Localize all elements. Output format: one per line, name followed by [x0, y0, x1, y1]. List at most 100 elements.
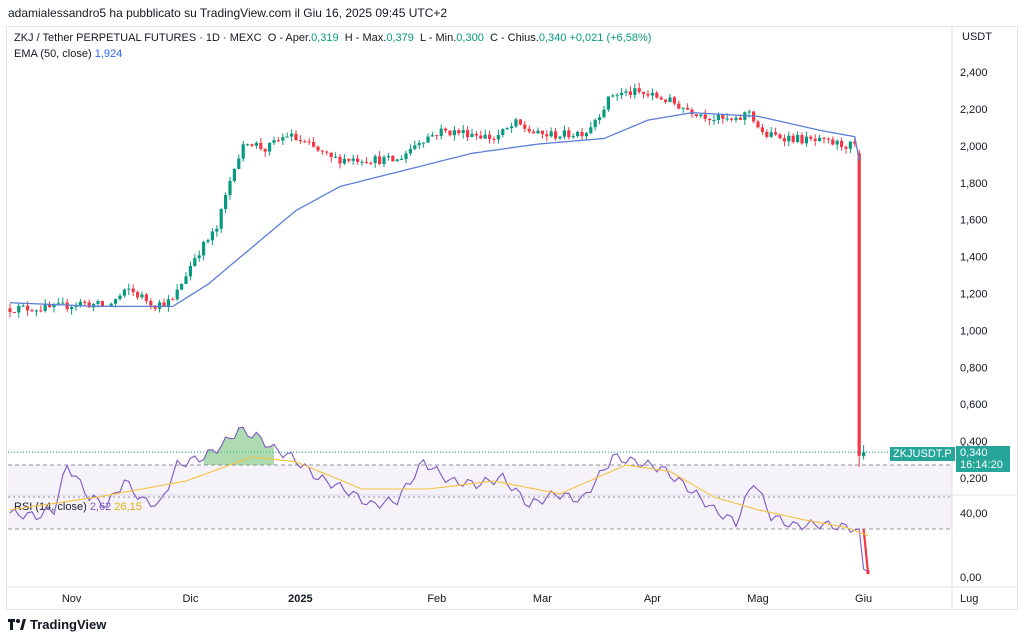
currency-axis-title: USDT [962, 31, 992, 43]
low-text: - Min. [428, 32, 457, 44]
candle [30, 310, 34, 312]
candle [100, 301, 104, 307]
price-tick-label: 2,000 [960, 141, 988, 153]
candle [831, 139, 835, 145]
price-tick-label: 0,200 [960, 473, 988, 485]
time-tick-label: Dic [182, 593, 198, 605]
candle [540, 130, 544, 135]
close-label: C [489, 32, 498, 44]
time-tick-label: 2025 [288, 593, 312, 605]
candle [12, 311, 16, 313]
candle [518, 119, 522, 125]
candle [312, 141, 316, 147]
footer-branding[interactable]: TradingView [8, 617, 106, 632]
candle [166, 299, 170, 307]
candle [162, 302, 166, 307]
candle [272, 140, 276, 143]
candle [43, 304, 47, 311]
rsi-oversold-segment [862, 528, 870, 573]
candle [268, 142, 272, 152]
candle [708, 118, 712, 121]
symbol-title[interactable]: ZKJ / Tether PERPETUAL FUTURES · 1D · ME… [14, 32, 262, 44]
rsi-tick-label: 40,00 [960, 508, 988, 520]
candle [576, 131, 580, 137]
candle [65, 302, 69, 310]
candle [263, 148, 267, 152]
rsi-legend[interactable]: RSI (14, close) 2,62 26,15 [14, 501, 142, 513]
candle [796, 135, 800, 142]
ema-legend-row[interactable]: EMA (50, close) 1,924 [14, 46, 651, 62]
price-tick-label: 1,800 [960, 178, 988, 190]
bar-countdown: 16:14:20 [960, 459, 1003, 471]
candle [716, 114, 720, 121]
candle [532, 131, 536, 134]
candle [386, 155, 390, 158]
candle [232, 168, 236, 181]
candle [373, 156, 377, 164]
candle [439, 128, 443, 136]
low-label: L [420, 32, 426, 44]
candle [835, 140, 839, 145]
candle [8, 308, 12, 312]
candle [690, 109, 694, 115]
candle [681, 107, 685, 109]
candle [426, 136, 430, 143]
candle [250, 144, 254, 146]
candle [756, 121, 760, 128]
rsi-tick-label: 0,00 [960, 572, 981, 584]
candle [338, 156, 342, 164]
candle [136, 292, 140, 298]
candle [492, 138, 496, 140]
last-candle [862, 452, 866, 457]
candle [650, 92, 654, 96]
candle [39, 310, 43, 312]
candle [637, 88, 641, 92]
candle [738, 117, 742, 120]
candle [114, 299, 118, 304]
price-tick-label: 1,600 [960, 215, 988, 227]
candle [206, 240, 210, 242]
candle [175, 289, 179, 300]
candle [259, 142, 263, 149]
candle [215, 228, 219, 232]
candle [703, 114, 707, 119]
rsi-last-marker [866, 570, 870, 575]
candle [470, 133, 474, 138]
close-text: - Chius. [500, 32, 539, 44]
candle [197, 255, 201, 259]
change-value: +0,021 (+6,58%) [569, 32, 652, 44]
candle [83, 301, 87, 303]
candle [184, 276, 188, 284]
candle [285, 136, 289, 138]
candle [567, 130, 571, 138]
candle [558, 136, 562, 139]
candle [382, 157, 386, 165]
candle [510, 126, 514, 129]
candle [180, 283, 184, 290]
last-price-box: 0,340 16:14:20 [956, 446, 1010, 472]
time-tick-label: Mag [747, 593, 768, 605]
candle [87, 302, 91, 308]
candle [122, 289, 126, 296]
crash-candle [857, 153, 861, 456]
rsi-ma-line [9, 456, 869, 536]
candle [290, 133, 294, 137]
candle [765, 131, 769, 137]
last-price-value: 0,340 [960, 447, 988, 459]
candle [48, 304, 52, 308]
candle [118, 295, 122, 300]
candle [391, 155, 395, 162]
high-text: - Max. [355, 32, 387, 44]
candle [131, 288, 135, 293]
candle [593, 120, 597, 128]
candle [606, 96, 610, 110]
candle [34, 310, 38, 312]
time-tick-label: Giu [855, 593, 872, 605]
candle [219, 209, 223, 229]
candle [479, 135, 483, 139]
candle [628, 91, 632, 95]
price-tick-label: 2,200 [960, 104, 988, 116]
candle [848, 141, 852, 149]
candle [602, 109, 606, 118]
